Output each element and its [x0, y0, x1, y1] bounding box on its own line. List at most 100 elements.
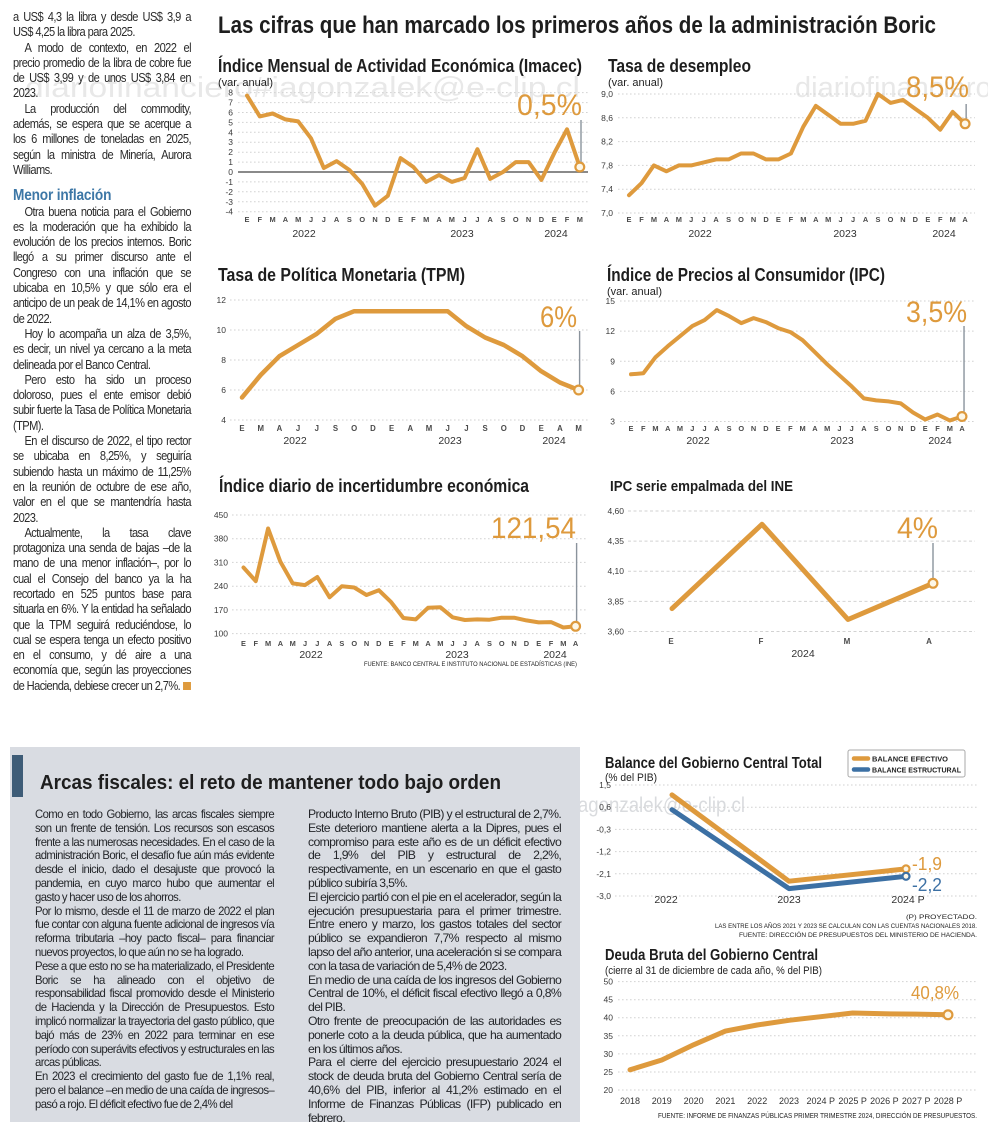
svg-text:A: A [665, 424, 671, 433]
svg-text:J: J [446, 424, 450, 433]
svg-text:M: M [577, 215, 583, 224]
svg-text:2022: 2022 [299, 649, 323, 661]
svg-text:F: F [759, 637, 764, 646]
svg-text:S: S [339, 639, 344, 648]
svg-text:J: J [463, 639, 467, 648]
svg-text:D: D [913, 215, 919, 224]
svg-text:(P) PROYECTADO.: (P) PROYECTADO. [906, 914, 977, 921]
svg-text:LAS ENTRE LOS AÑOS 2021 Y 2023: LAS ENTRE LOS AÑOS 2021 Y 2023 SE CALCUL… [715, 921, 977, 930]
svg-text:S: S [727, 424, 732, 433]
svg-text:E: E [245, 215, 250, 224]
svg-text:D: D [385, 215, 391, 224]
svg-text:25: 25 [604, 1067, 614, 1077]
svg-text:8: 8 [228, 88, 233, 98]
svg-text:2024: 2024 [928, 435, 952, 447]
svg-text:Tasa de desempleo: Tasa de desempleo [608, 56, 751, 76]
svg-text:M: M [426, 424, 433, 433]
svg-text:2024 P: 2024 P [807, 1096, 836, 1106]
svg-text:M: M [677, 424, 683, 433]
svg-text:4: 4 [228, 127, 233, 137]
svg-text:2022: 2022 [283, 435, 307, 447]
svg-text:M: M [676, 215, 682, 224]
svg-text:E: E [552, 215, 557, 224]
svg-text:A: A [327, 639, 333, 648]
svg-text:F: F [788, 424, 793, 433]
svg-text:F: F [935, 424, 940, 433]
svg-text:Arcas fiscales: el reto de man: Arcas fiscales: el reto de mantener todo… [40, 772, 501, 794]
svg-text:8: 8 [221, 355, 226, 365]
svg-text:8,2: 8,2 [601, 137, 613, 147]
svg-text:O: O [351, 424, 357, 433]
svg-text:4,60: 4,60 [607, 506, 624, 516]
svg-text:D: D [763, 215, 769, 224]
svg-text:(% del PIB): (% del PIB) [605, 772, 657, 784]
svg-text:450: 450 [214, 510, 228, 520]
svg-text:M: M [560, 639, 566, 648]
svg-text:M: M [800, 424, 806, 433]
svg-text:A: A [573, 639, 579, 648]
svg-text:45: 45 [604, 995, 614, 1005]
svg-text:7,8: 7,8 [601, 160, 613, 170]
svg-text:2022: 2022 [292, 228, 316, 240]
svg-text:9,0: 9,0 [601, 89, 613, 99]
svg-text:2023: 2023 [438, 435, 462, 447]
svg-text:380: 380 [214, 534, 228, 544]
svg-text:O: O [513, 215, 519, 224]
svg-text:20: 20 [604, 1085, 614, 1095]
svg-text:1: 1 [228, 157, 233, 167]
svg-text:A: A [277, 424, 283, 433]
svg-text:M: M [824, 424, 830, 433]
svg-text:40,8%: 40,8% [911, 983, 959, 1003]
svg-text:9: 9 [610, 356, 615, 366]
svg-text:F: F [639, 215, 644, 224]
svg-text:0: 0 [228, 167, 233, 177]
svg-text:-2,2: -2,2 [912, 875, 942, 895]
svg-text:4: 4 [221, 415, 226, 425]
svg-text:12: 12 [217, 295, 227, 305]
svg-text:2023: 2023 [830, 435, 854, 447]
svg-text:2022: 2022 [688, 228, 712, 240]
svg-text:A: A [488, 215, 494, 224]
svg-text:2024 P: 2024 P [891, 894, 924, 906]
svg-text:E: E [629, 424, 634, 433]
svg-text:F: F [254, 639, 259, 648]
svg-text:FUENTE: BANCO CENTRAL E INSTIT: FUENTE: BANCO CENTRAL E INSTITUTO NACION… [364, 659, 577, 668]
svg-text:2023: 2023 [450, 228, 474, 240]
svg-text:A: A [713, 215, 719, 224]
svg-text:E: E [923, 424, 928, 433]
svg-text:310: 310 [214, 557, 228, 567]
svg-text:J: J [451, 639, 455, 648]
svg-text:S: S [482, 424, 487, 433]
svg-text:2022: 2022 [654, 894, 678, 906]
svg-text:S: S [501, 215, 506, 224]
svg-text:(var. anual): (var. anual) [608, 77, 663, 89]
svg-text:N: N [900, 215, 905, 224]
svg-text:M: M [652, 424, 658, 433]
svg-text:M: M [423, 215, 429, 224]
svg-text:J: J [309, 215, 313, 224]
svg-text:N: N [364, 639, 369, 648]
svg-text:4%: 4% [897, 512, 938, 545]
svg-text:A: A [278, 639, 284, 648]
svg-text:M: M [950, 215, 956, 224]
svg-text:E: E [776, 424, 781, 433]
svg-text:S: S [347, 215, 352, 224]
svg-text:2024: 2024 [544, 228, 568, 240]
svg-text:M: M [651, 215, 657, 224]
svg-text:M: M [800, 215, 806, 224]
svg-text:M: M [295, 215, 301, 224]
svg-text:N: N [751, 215, 756, 224]
svg-text:A: A [959, 424, 965, 433]
svg-text:A: A [962, 215, 968, 224]
svg-text:D: D [520, 424, 526, 433]
svg-text:F: F [549, 639, 554, 648]
svg-text:D: D [370, 424, 376, 433]
svg-text:J: J [850, 424, 854, 433]
svg-text:2023: 2023 [833, 228, 857, 240]
svg-text:2020: 2020 [684, 1096, 704, 1106]
svg-text:S: S [874, 424, 879, 433]
svg-text:-2: -2 [225, 187, 233, 197]
svg-text:-4: -4 [225, 207, 233, 217]
svg-text:E: E [241, 639, 246, 648]
svg-text:10: 10 [217, 325, 227, 335]
